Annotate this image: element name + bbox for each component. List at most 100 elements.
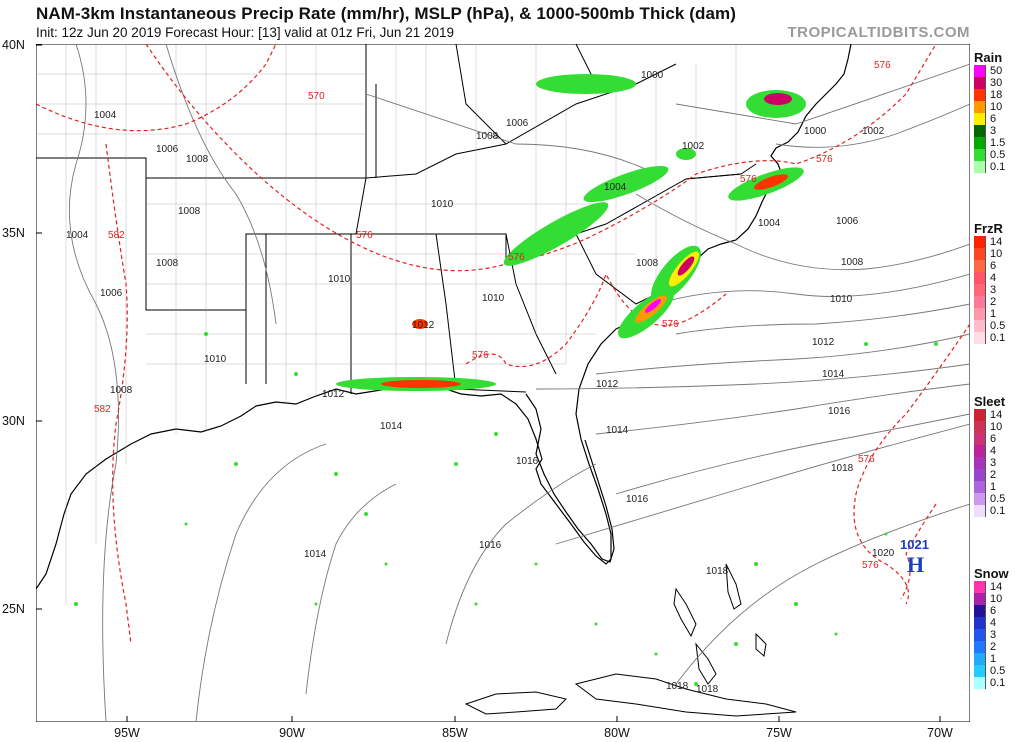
legend-entry: 6 <box>974 605 1022 617</box>
brand-watermark[interactable]: TROPICALTIDBITS.COM <box>787 24 970 41</box>
legend-sleet: Sleet 14 10 6 4 3 2 1 0.5 0.1 <box>974 394 1022 517</box>
legend-label: 6 <box>990 113 997 125</box>
isobar-label-1014-b: 1014 <box>606 425 629 436</box>
lon-label-80w: 80W <box>604 726 630 740</box>
isobar-label-1008-c: 1008 <box>476 131 499 142</box>
legend-entry: 3 <box>974 125 1022 137</box>
forecast-info: Init: 12z Jun 20 2019 Forecast Hour: [13… <box>36 25 454 40</box>
isobar-label-1016: 1016 <box>828 406 851 417</box>
isobar-label-1020: 1020 <box>872 548 895 559</box>
legend-label: 1 <box>990 653 997 665</box>
legend-swatch <box>974 101 986 113</box>
legend-label: 3 <box>990 284 997 296</box>
isobar-label-1004-c: 1004 <box>604 182 627 193</box>
legend-entry: 1.5 <box>974 137 1022 149</box>
legend-entry: 3 <box>974 457 1022 469</box>
thickness-label-576: 576 <box>874 60 891 71</box>
isobar-label-1010-e: 1010 <box>830 294 853 305</box>
lon-label-95w: 95W <box>114 726 140 740</box>
legend-entry: 0.1 <box>974 677 1022 689</box>
legend-swatch <box>974 77 986 89</box>
isobar-label-1018-c: 1018 <box>666 681 689 692</box>
lon-label-85w: 85W <box>442 726 468 740</box>
legend-entry: 1 <box>974 481 1022 493</box>
legend-entry: 10 <box>974 248 1022 260</box>
legend-snow-scale: 14 10 6 4 3 2 1 0.5 0.1 <box>974 581 1022 689</box>
thickness-contours <box>36 44 970 645</box>
legend-entry: 0.1 <box>974 505 1022 517</box>
legend-label: 10 <box>990 421 1003 433</box>
legend-swatch <box>974 433 986 445</box>
legend-frzr-scale: 14 10 6 4 3 2 1 0.5 0.1 <box>974 236 1022 344</box>
legend-label: 4 <box>990 617 997 629</box>
legend-entry: 0.5 <box>974 320 1022 332</box>
legend-entry: 4 <box>974 445 1022 457</box>
isobar-label-1008-b: 1008 <box>178 206 201 217</box>
legend-swatch <box>974 65 986 77</box>
legend-label: 0.1 <box>990 505 1006 517</box>
isobar-label-1008-f: 1008 <box>156 258 179 269</box>
legend-swatch <box>974 272 986 284</box>
legend-label: 4 <box>990 445 997 457</box>
legend-swatch <box>974 320 986 332</box>
legend-entry: 1 <box>974 653 1022 665</box>
legend-swatch <box>974 617 986 629</box>
legend-entry: 6 <box>974 260 1022 272</box>
legend-entry: 0.1 <box>974 332 1022 344</box>
legend-swatch <box>974 629 986 641</box>
isobar-label-1018-d: 1018 <box>696 684 719 695</box>
isobar-label-1008-g: 1008 <box>110 385 133 396</box>
isobar-label-1004-b: 1004 <box>66 230 89 241</box>
legend-entry: 14 <box>974 236 1022 248</box>
isobar-label-1016-b: 1016 <box>516 456 539 467</box>
thickness-label-576-g: 576 <box>662 319 679 330</box>
legend-swatch <box>974 248 986 260</box>
legend-frzr-title: FrzR <box>974 221 1003 236</box>
legend-swatch <box>974 641 986 653</box>
legend-entry: 10 <box>974 421 1022 433</box>
isobar-label-1018: 1018 <box>831 463 854 474</box>
isobar-label-1010-c: 1010 <box>482 293 505 304</box>
legend-swatch <box>974 308 986 320</box>
lat-label-35n: 35N <box>2 226 25 240</box>
lat-label-30n: 30N <box>2 414 25 428</box>
isobar-label-1004: 1004 <box>94 110 117 121</box>
high-pressure-symbol: H <box>907 552 924 577</box>
legend-swatch <box>974 260 986 272</box>
thickness-label-582-b: 582 <box>94 404 111 415</box>
isobars <box>68 44 970 722</box>
map-title: NAM-3km Instantaneous Precip Rate (mm/hr… <box>36 4 737 23</box>
legend-label: 2 <box>990 296 997 308</box>
isobar-label-1010-b: 1010 <box>328 274 351 285</box>
legend-swatch <box>974 89 986 101</box>
thickness-label-576-e: 576 <box>816 154 833 165</box>
legend-entry: 3 <box>974 629 1022 641</box>
lat-label-40n: 40N <box>2 38 25 52</box>
isobar-label-1014: 1014 <box>380 421 403 432</box>
legend-rain: Rain 50 30 18 10 6 3 1.5 0.5 0.1 <box>974 50 1022 173</box>
legend-swatch <box>974 236 986 248</box>
isobar-label-1018-b: 1018 <box>706 566 729 577</box>
isobar-label-1006: 1006 <box>156 144 179 155</box>
pressure-labels: 1000 1000 1002 1002 1004 1004 1004 1004 … <box>66 70 895 695</box>
legend-swatch <box>974 677 986 689</box>
legend-label: 4 <box>990 272 997 284</box>
legend-snow: Snow 14 10 6 4 3 2 1 0.5 0.1 <box>974 566 1022 689</box>
legend-sleet-title: Sleet <box>974 394 1006 409</box>
isobar-label-1012: 1012 <box>412 320 435 331</box>
county-lines <box>36 44 737 604</box>
axis-ticks <box>36 44 941 722</box>
weather-map[interactable]: 1000 1000 1002 1002 1004 1004 1004 1004 … <box>36 44 970 722</box>
legend-label: 1.5 <box>990 137 1006 149</box>
thickness-label-576-b: 576 <box>356 230 373 241</box>
lon-label-75w: 75W <box>766 726 792 740</box>
legend-entry: 6 <box>974 113 1022 125</box>
precip-rain <box>336 74 806 391</box>
legend-label: 2 <box>990 469 997 481</box>
legend-entry: 14 <box>974 409 1022 421</box>
legend-entry: 14 <box>974 581 1022 593</box>
legend-swatch <box>974 421 986 433</box>
legend-rain-scale: 50 30 18 10 6 3 1.5 0.5 0.1 <box>974 65 1022 173</box>
legend-entry: 1 <box>974 308 1022 320</box>
legend-label: 0.1 <box>990 677 1006 689</box>
